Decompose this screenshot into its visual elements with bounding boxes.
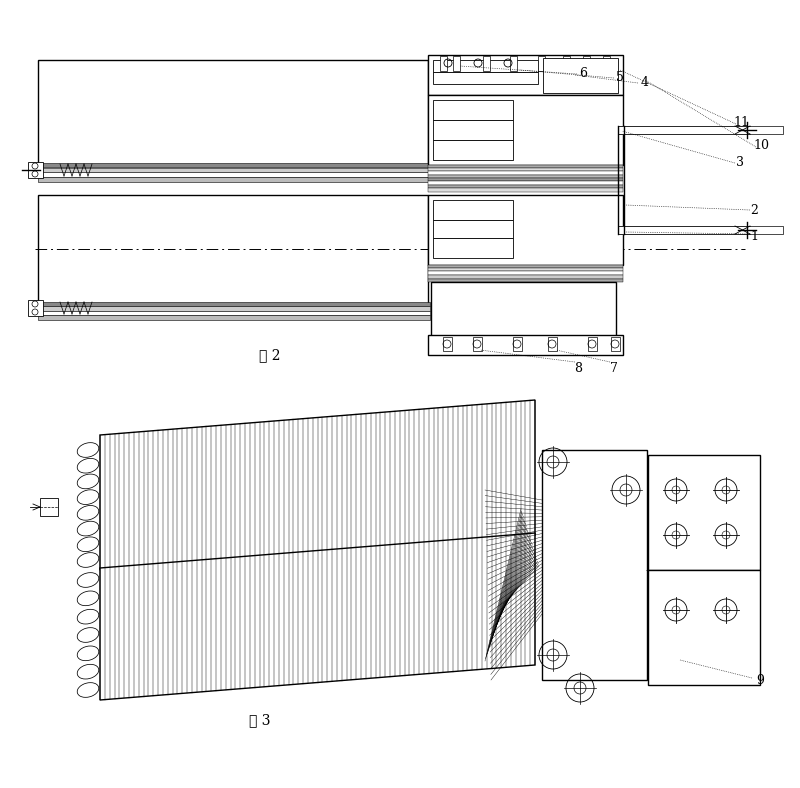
Text: 9: 9: [756, 674, 764, 686]
Bar: [38, 306, 430, 311]
Bar: [428, 271, 623, 275]
Bar: [648, 570, 760, 685]
Bar: [433, 238, 513, 258]
Bar: [431, 282, 616, 337]
Text: 5: 5: [616, 70, 624, 84]
Bar: [548, 337, 557, 351]
Bar: [473, 337, 482, 351]
Bar: [428, 279, 623, 282]
Text: 4: 4: [641, 76, 649, 88]
Bar: [38, 311, 430, 315]
Bar: [433, 120, 513, 140]
Bar: [38, 302, 430, 306]
Bar: [38, 315, 430, 320]
Text: 图 2: 图 2: [259, 348, 281, 362]
Bar: [433, 72, 538, 84]
Bar: [40, 498, 58, 516]
Text: 10: 10: [753, 139, 769, 151]
Bar: [588, 337, 597, 351]
Bar: [28, 300, 43, 316]
Bar: [38, 177, 430, 182]
Text: 8: 8: [574, 362, 582, 374]
Bar: [38, 195, 428, 305]
Bar: [433, 100, 513, 120]
Bar: [428, 195, 623, 265]
Bar: [618, 126, 783, 134]
Bar: [428, 178, 623, 181]
Bar: [443, 337, 452, 351]
Bar: [433, 220, 513, 238]
Bar: [433, 60, 538, 72]
Bar: [611, 337, 620, 351]
Text: 3: 3: [736, 155, 744, 169]
Bar: [38, 168, 430, 172]
Text: 11: 11: [733, 116, 749, 128]
Polygon shape: [100, 533, 535, 700]
Bar: [583, 56, 590, 71]
Text: 图 3: 图 3: [250, 713, 270, 727]
Bar: [428, 181, 623, 185]
Bar: [428, 275, 623, 279]
Text: 1: 1: [750, 229, 758, 243]
Text: 6: 6: [579, 66, 587, 80]
Bar: [648, 455, 760, 570]
Bar: [618, 226, 783, 234]
Bar: [38, 163, 430, 167]
Bar: [38, 60, 428, 165]
Bar: [428, 95, 623, 165]
Bar: [28, 162, 43, 178]
Bar: [603, 56, 610, 71]
Bar: [428, 185, 623, 188]
Bar: [428, 265, 623, 268]
Bar: [38, 172, 430, 177]
Bar: [542, 450, 647, 680]
Text: 7: 7: [610, 362, 618, 374]
Bar: [483, 56, 490, 71]
Bar: [428, 171, 623, 175]
Text: 2: 2: [750, 203, 758, 217]
Bar: [428, 268, 623, 271]
Bar: [428, 165, 623, 168]
Bar: [510, 56, 517, 71]
Bar: [513, 337, 522, 351]
Bar: [440, 56, 447, 71]
Bar: [428, 335, 623, 355]
Polygon shape: [100, 400, 535, 570]
Bar: [453, 56, 460, 71]
Bar: [563, 56, 570, 71]
Bar: [428, 175, 623, 178]
Bar: [428, 168, 623, 171]
Bar: [433, 200, 513, 220]
Bar: [428, 55, 623, 95]
Bar: [433, 140, 513, 160]
Bar: [428, 188, 623, 192]
Bar: [538, 56, 545, 71]
Bar: [543, 58, 618, 93]
